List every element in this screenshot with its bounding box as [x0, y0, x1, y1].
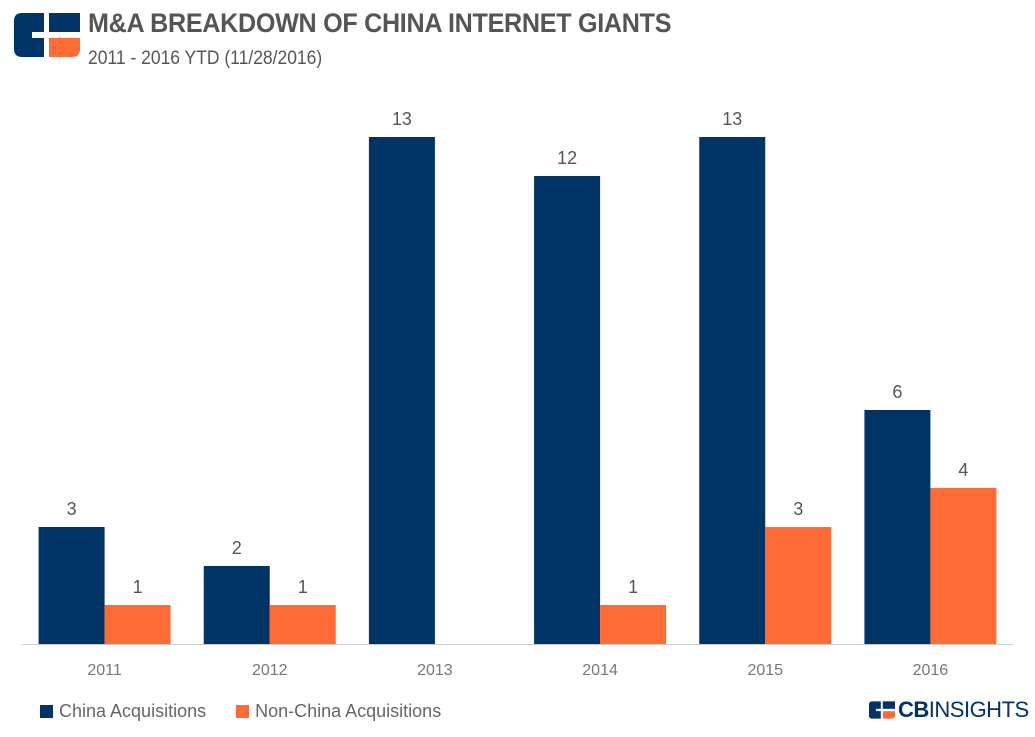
- legend-item-non-china: Non-China Acquisitions: [236, 701, 441, 722]
- data-label-china-2012: 2: [232, 538, 242, 558]
- legend-swatch-non-china: [236, 705, 250, 718]
- bar-china-2015: [699, 137, 766, 644]
- chart-subtitle: 2011 - 2016 YTD (11/28/2016): [88, 48, 323, 69]
- x-tick-label-2012: 2012: [252, 662, 288, 679]
- chart-title: M&A BREAKDOWN OF CHINA INTERNET GIANTS: [88, 8, 672, 38]
- x-tick-label-2014: 2014: [582, 662, 618, 679]
- data-label-china-2013: 13: [392, 109, 412, 129]
- bar-non-china-2016: [930, 488, 997, 644]
- bar-non-china-2014: [600, 605, 667, 644]
- cb-insights-footer-logo-icon: [869, 701, 895, 719]
- brand-footer: CBINSIGHTS: [869, 697, 1029, 723]
- legend-item-china: China Acquisitions: [40, 701, 206, 722]
- bar-non-china-2015: [765, 527, 832, 644]
- bar-china-2011: [38, 527, 105, 644]
- data-label-china-2016: 6: [892, 382, 902, 402]
- x-tick-label-2016: 2016: [913, 662, 949, 679]
- brand-name: CBINSIGHTS: [898, 697, 1029, 722]
- data-label-non-china-2015: 3: [793, 499, 803, 519]
- bar-non-china-2011: [104, 605, 171, 644]
- data-label-china-2015: 13: [722, 109, 742, 129]
- x-tick-label-2015: 2015: [747, 662, 783, 679]
- data-label-non-china-2016: 4: [958, 460, 968, 480]
- legend-label-china: China Acquisitions: [59, 701, 207, 721]
- bar-china-2014: [534, 176, 601, 644]
- cb-insights-logo-icon: [14, 13, 80, 57]
- data-label-china-2014: 12: [557, 148, 577, 168]
- bar-non-china-2012: [269, 605, 336, 644]
- x-tick-label-2013: 2013: [417, 662, 453, 679]
- bar-china-2016: [864, 410, 931, 644]
- data-label-china-2011: 3: [67, 499, 77, 519]
- chart-legend: China Acquisitions Non-China Acquisition…: [40, 701, 471, 722]
- legend-label-non-china: Non-China Acquisitions: [255, 701, 442, 721]
- data-label-non-china-2014: 1: [628, 577, 638, 597]
- x-tick-label-2011: 2011: [87, 662, 122, 679]
- legend-swatch-china: [40, 705, 53, 718]
- data-label-non-china-2012: 1: [298, 577, 308, 597]
- data-label-non-china-2011: 1: [133, 577, 143, 597]
- bar-china-2013: [368, 137, 435, 644]
- bar-china-2012: [203, 566, 270, 644]
